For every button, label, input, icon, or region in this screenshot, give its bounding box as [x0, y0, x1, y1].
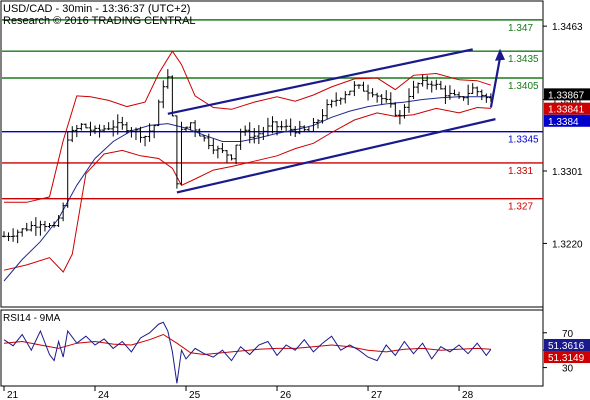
price-tag-box [544, 102, 590, 115]
price-panel-frame [0, 0, 544, 308]
projection-arrow-shaft [489, 57, 502, 108]
price-tag-ma: 1.3384 [548, 117, 579, 128]
rsi-axis-label: 70 [562, 329, 574, 340]
time-axis-label: 25 [189, 390, 201, 400]
rsi-line [3, 321, 492, 384]
time-axis-label: 24 [98, 390, 110, 400]
moving-average-line [3, 96, 491, 282]
rsi-panel-title: RSI14 - 9MA [3, 313, 61, 324]
level-label: 1.331 [508, 166, 533, 177]
price-axis-label: 1.3220 [552, 239, 583, 250]
chart-copyright: Research © 2016 TRADING CENTRAL [3, 15, 196, 27]
price-axis-label: 1.3301 [552, 167, 583, 178]
channel-upper-line [167, 48, 473, 115]
rsi-tag-box [544, 351, 590, 364]
bollinger-upper-line [4, 50, 492, 203]
price-tag-last: 1.33867 [548, 90, 585, 101]
chart-title: USD/CAD - 30min - 13:36:37 (UTC+2) [3, 3, 190, 15]
price-tag-box [544, 88, 590, 101]
price-axis-label: 1.3463 [552, 22, 583, 33]
level-label: 1.3435 [508, 54, 539, 65]
rsi-axis-label: 30 [562, 364, 574, 375]
price-tag-box [544, 114, 590, 127]
price-axis-label: 1.3381 [552, 95, 583, 106]
time-axis-label: 28 [462, 390, 474, 400]
level-label: 1.347 [508, 23, 533, 34]
price-tag-bollinger: 1.33841 [548, 105, 585, 116]
price-panel: 1.347 1.3435 1.3405 1.3345 1.331 1.327 1.3463 1… [2, 19, 590, 282]
level-label: 1.3345 [508, 135, 539, 146]
rsi-ma-line [3, 333, 491, 356]
rsi-tag-ma: 51.3149 [548, 353, 585, 364]
level-label: 1.3405 [508, 81, 539, 92]
rsi-tag-box [544, 338, 590, 351]
level-label: 1.327 [508, 202, 533, 213]
rsi-tag-rsi: 51.3616 [548, 341, 585, 352]
projection-arrow-head [495, 48, 505, 61]
time-axis-label: 21 [7, 390, 19, 400]
channel-lower-line [176, 118, 496, 194]
time-axis-label: 26 [280, 390, 292, 400]
time-axis-label: 27 [371, 390, 383, 400]
